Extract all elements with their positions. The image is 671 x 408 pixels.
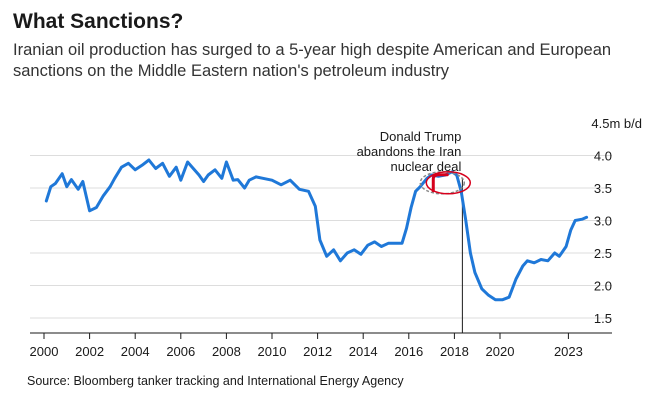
x-tick-label: 2000 (30, 344, 59, 359)
x-tick-label: 2012 (303, 344, 332, 359)
highlight-red-hook (431, 173, 449, 193)
annotation-line-1: Donald Trump (380, 129, 462, 144)
x-tick-label: 2018 (440, 344, 469, 359)
x-tick-label: 2006 (166, 344, 195, 359)
y-tick-label: 4.5m b/d (591, 116, 642, 131)
gridlines (30, 155, 612, 319)
y-tick-label: 3.5 (594, 181, 612, 196)
x-tick-label: 2002 (75, 344, 104, 359)
source-note: Source: Bloomberg tanker tracking and In… (27, 374, 404, 388)
x-tick-label: 2008 (212, 344, 241, 359)
x-tick-label: 2010 (258, 344, 287, 359)
y-tick-label: 2.0 (594, 279, 612, 294)
y-tick-label: 3.0 (594, 214, 612, 229)
highlight-red-ellipse (425, 171, 472, 195)
x-tick-label: 2023 (554, 344, 583, 359)
y-tick-label: 2.5 (594, 246, 612, 261)
x-tick-label: 2014 (349, 344, 378, 359)
chart-subtitle: Iranian oil production has surged to a 5… (13, 41, 612, 80)
y-axis-ticks: 4.5m b/d 4.0 3.5 3.0 2.5 2.0 1.5 (591, 116, 642, 326)
x-tick-label: 2016 (394, 344, 423, 359)
y-tick-label: 4.0 (594, 149, 612, 164)
y-tick-label: 1.5 (594, 311, 612, 326)
x-axis: 2000 2002 2004 2006 2008 2010 2012 2014 2016 2018… (30, 332, 612, 359)
series-line-iran-oil (44, 158, 589, 302)
annotation-line-2: abandons the Iran (357, 144, 462, 159)
chart-title: What Sanctions? (13, 10, 184, 33)
annotation-line-3: nuclear deal (391, 159, 462, 174)
x-tick-label: 2020 (486, 344, 515, 359)
highlight-marker (419, 171, 472, 195)
annotation-group: Donald Trump abandons the Iran nuclear d… (357, 129, 463, 333)
x-tick-label: 2004 (121, 344, 150, 359)
